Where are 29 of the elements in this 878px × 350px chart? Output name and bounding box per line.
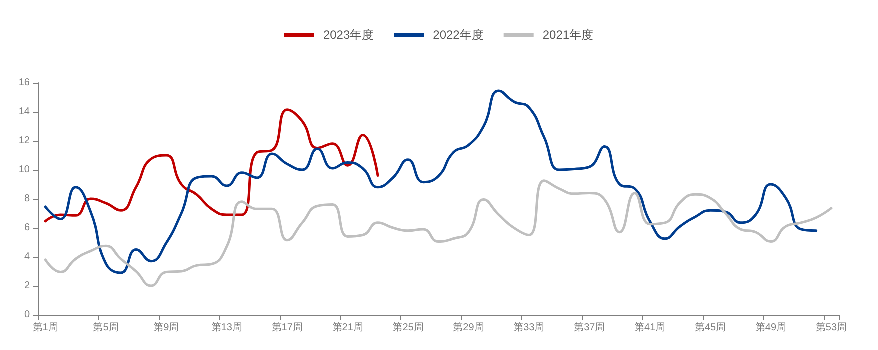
x-tick-label: 第17周: [272, 322, 303, 334]
y-tick-label: 4: [24, 252, 30, 262]
x-tick-label: 第49周: [755, 322, 787, 334]
x-tick-label: 第9周: [154, 322, 180, 334]
x-tick-label: 第53周: [816, 322, 848, 334]
legend-label: 2023年度: [323, 28, 374, 42]
y-tick-label: 10: [18, 164, 30, 176]
y-tick-label: 12: [18, 136, 30, 146]
x-tick-label: 第25周: [392, 322, 424, 334]
x-tick-label: 第29周: [453, 322, 484, 334]
line-series: [44, 108, 380, 223]
y-tick-label: 6: [24, 222, 30, 234]
x-tick-label: 第45周: [694, 322, 726, 334]
y-tick-label: 8: [24, 194, 30, 204]
y-tick-label: 0: [24, 310, 30, 320]
y-tick-label: 16: [18, 78, 30, 88]
x-tick-label: 第5周: [93, 322, 119, 334]
line-series: [44, 180, 833, 288]
x-tick-label: 第1周: [32, 322, 58, 334]
y-tick-label: 14: [18, 106, 30, 118]
x-tick-label: 第37周: [574, 322, 606, 334]
legend-label: 2021年度: [542, 28, 594, 42]
x-tick-label: 第21周: [332, 322, 364, 334]
legend-label: 2022年度: [433, 28, 484, 42]
y-tick-label: 2: [24, 280, 30, 292]
line-series: [44, 90, 818, 274]
x-tick-label: 第13周: [211, 322, 242, 334]
x-tick-label: 第41周: [634, 322, 666, 334]
x-tick-label: 第33周: [514, 322, 545, 334]
